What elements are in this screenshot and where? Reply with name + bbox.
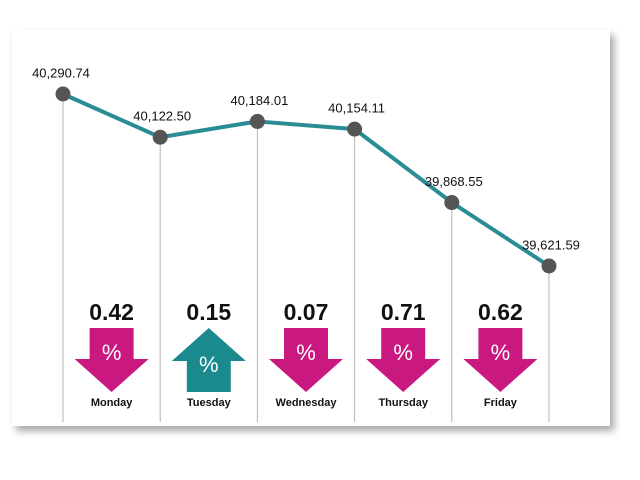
change-arrow <box>269 328 343 392</box>
point <box>55 86 71 102</box>
index-line <box>62 92 551 268</box>
change-label: 0.71 <box>381 299 426 325</box>
point <box>444 195 460 211</box>
change-label: 0.15 <box>186 299 231 325</box>
day-label: Monday <box>91 397 133 409</box>
value-label: 40,184.01 <box>230 93 288 108</box>
value-label: 39,621.59 <box>522 237 580 252</box>
day-label: Wednesday <box>276 397 338 409</box>
arrow-symbol: % <box>393 340 413 365</box>
arrow-symbol: % <box>491 340 511 365</box>
change-arrow <box>366 328 441 392</box>
point <box>152 129 168 145</box>
day-label: Friday <box>484 397 518 409</box>
value-label: 40,154.11 <box>328 101 385 116</box>
value-label: 39,868.55 <box>425 174 483 189</box>
day-label: Tuesday <box>187 397 232 409</box>
arrow-symbol: % <box>199 352 219 377</box>
change-label: 0.62 <box>478 299 523 325</box>
value-label: 40,290.74 <box>32 65 90 80</box>
value-label: 40,122.50 <box>133 109 191 124</box>
change-arrow <box>171 328 246 392</box>
change-arrow <box>463 328 538 392</box>
change-label: 0.42 <box>89 299 134 325</box>
point <box>541 258 557 274</box>
point <box>249 113 265 129</box>
change-arrow <box>74 328 149 392</box>
arrow-symbol: % <box>102 340 122 365</box>
arrow-symbol: % <box>296 340 316 365</box>
point <box>347 121 363 137</box>
change-label: 0.07 <box>284 299 329 325</box>
day-label: Thursday <box>378 397 428 409</box>
